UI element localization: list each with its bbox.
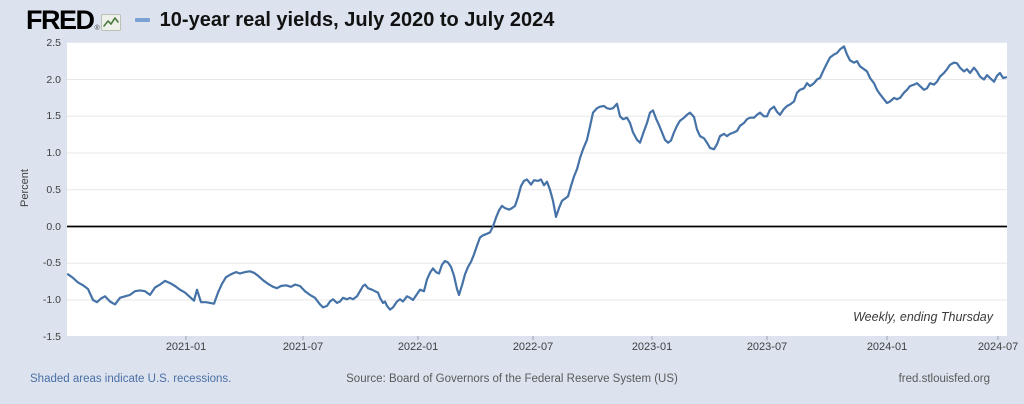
fred-logo[interactable]: FRED ® xyxy=(26,5,121,35)
y-axis-tick-label: -1.0 xyxy=(42,294,61,306)
x-axis-tick-label: 2023-07 xyxy=(746,341,788,353)
x-axis: 2021-01 2021-07 2022-01 2022-07 2023-01 2023-… xyxy=(0,341,1024,355)
x-axis-tick-label: 2021-01 xyxy=(165,341,207,353)
chart-title: 10-year real yields, July 2020 to July 2… xyxy=(159,8,555,31)
y-axis-tick-label: 2.5 xyxy=(46,36,61,49)
fred-wordmark: FRED xyxy=(26,5,95,35)
y-axis-tick-label: 1.0 xyxy=(46,147,61,159)
chart-footer: Shaded areas indicate U.S. recessions. S… xyxy=(0,373,1024,393)
source-link[interactable]: Source: Board of Governors of the Federa… xyxy=(346,373,678,385)
y-axis-title: Percent xyxy=(18,169,31,207)
x-axis-tick-label: 2022-07 xyxy=(512,341,554,353)
registered-trademark-symbol: ® xyxy=(94,25,100,32)
fred-graph-icon xyxy=(100,14,121,31)
recessions-note-link[interactable]: Shaded areas indicate U.S. recessions. xyxy=(30,373,232,385)
chart-header: FRED ® 10-year real yields, July 2020 to… xyxy=(26,4,554,36)
x-axis-tick-label: 2024-07 xyxy=(977,341,1019,353)
fred-site-link[interactable]: fred.stlouisfed.org xyxy=(898,373,990,385)
y-axis-tick-label: 0.5 xyxy=(46,183,61,196)
y-axis-tick-label: 1.5 xyxy=(46,110,61,123)
x-axis-tick-label: 2022-01 xyxy=(397,341,439,353)
x-axis-tick-label: 2024-01 xyxy=(866,341,908,353)
y-axis: 2.5 2.0 1.5 1.0 0.5 0.0 -0.5 -1.0 -1.5 xyxy=(0,0,61,404)
y-axis-tick-label: 0.0 xyxy=(46,220,61,233)
series-legend-dash-icon xyxy=(134,18,150,22)
x-axis-tick-label: 2023-01 xyxy=(631,341,673,353)
y-axis-tick-label: -1.5 xyxy=(42,330,61,343)
y-axis-tick-label: -0.5 xyxy=(42,257,61,270)
y-axis-tick-label: 2.0 xyxy=(46,73,61,86)
frequency-note: Weekly, ending Thursday xyxy=(853,310,993,324)
x-axis-tick-label: 2021-07 xyxy=(282,341,324,353)
series-line-10-year-real-yields xyxy=(66,45,1008,311)
